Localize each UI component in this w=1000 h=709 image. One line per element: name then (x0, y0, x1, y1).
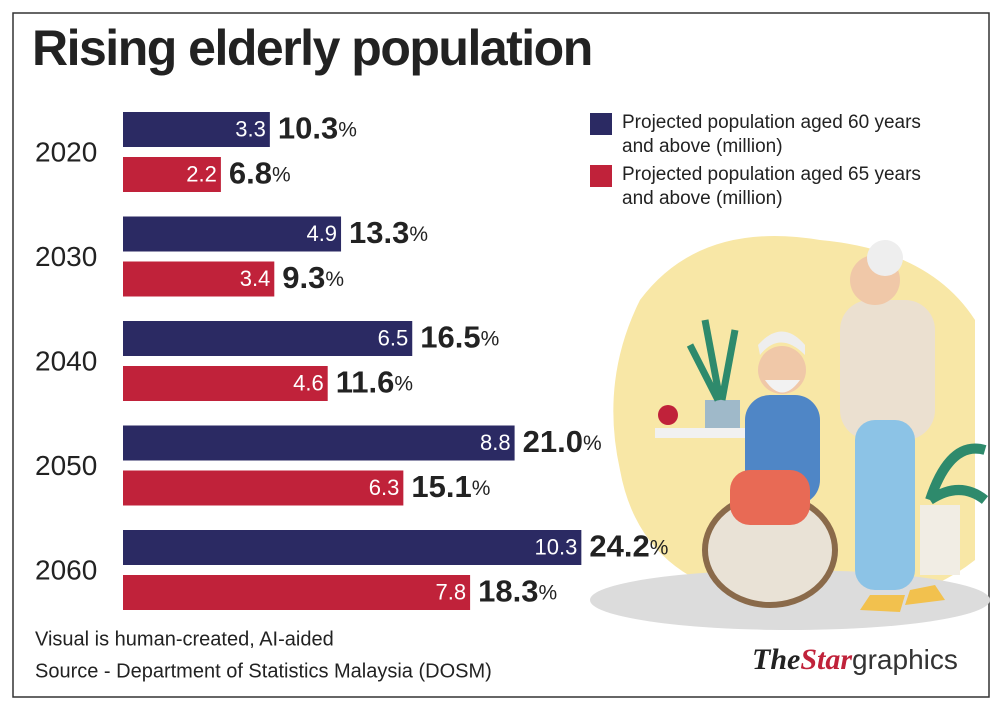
logo-star: Star (800, 643, 852, 676)
share-label: 6.8% (229, 156, 291, 191)
bar (123, 157, 221, 192)
share-unit: % (325, 268, 344, 291)
share-label: 18.3% (478, 574, 557, 609)
share-value: 15.1 (411, 469, 471, 504)
y-tick-label: 2040 (35, 345, 97, 376)
share-unit: % (481, 327, 500, 350)
legend-swatch (590, 165, 612, 187)
share-label: 21.0% (523, 424, 602, 459)
source-note: Source - Department of Statistics Malays… (35, 660, 492, 682)
share-value: 10.3 (278, 111, 338, 146)
share-label: 15.1% (411, 469, 490, 504)
value-label: 2.2 (186, 161, 217, 186)
value-label: 3.3 (235, 116, 266, 141)
share-value: 21.0 (523, 424, 583, 459)
value-label: 8.8 (480, 430, 511, 455)
logo-the: The (752, 643, 800, 676)
value-label: 4.9 (306, 221, 337, 246)
share-value: 16.5 (420, 320, 480, 355)
share-label: 10.3% (278, 111, 357, 146)
y-tick-label: 2060 (35, 554, 97, 585)
bar (123, 216, 342, 252)
value-label: 6.5 (378, 325, 409, 350)
bar (123, 530, 582, 565)
share-value: 11.6 (336, 365, 395, 400)
share-value: 18.3 (478, 574, 538, 609)
logo: TheStargraphics (752, 643, 958, 676)
legend-label: Projected population aged 65 years and a… (622, 164, 921, 209)
value-label: 4.6 (293, 370, 324, 395)
share-unit: % (338, 118, 357, 141)
bar (123, 261, 275, 297)
share-label: 16.5% (420, 320, 499, 355)
share-label: 9.3% (282, 260, 344, 295)
share-value: 13.3 (349, 215, 409, 250)
share-label: 13.3% (349, 215, 428, 250)
note: Visual is human-created, AI-aided (35, 628, 334, 650)
illustration (590, 236, 990, 630)
value-label: 7.8 (436, 579, 467, 604)
y-tick-label: 2050 (35, 450, 97, 481)
share-value: 24.2 (589, 529, 649, 564)
value-label: 6.3 (369, 475, 400, 500)
bar (123, 321, 413, 356)
y-tick-label: 2020 (35, 136, 97, 167)
y-tick-label: 2030 (35, 241, 97, 272)
share-unit: % (409, 223, 428, 246)
share-unit: % (272, 163, 291, 186)
logo-graphics: graphics (852, 644, 958, 675)
bar (123, 366, 328, 401)
share-unit: % (394, 372, 413, 395)
bar (123, 575, 471, 610)
share-value: 6.8 (229, 156, 272, 191)
bar (123, 112, 270, 147)
share-value: 9.3 (282, 260, 325, 295)
share-unit: % (583, 432, 602, 455)
bar (123, 425, 515, 461)
chart-title: Rising elderly population (32, 20, 592, 76)
bar (123, 470, 404, 506)
value-label: 3.4 (240, 266, 271, 291)
share-unit: % (538, 581, 557, 604)
share-label: 24.2% (589, 529, 668, 564)
share-label: 11.6% (336, 365, 413, 400)
legend-swatch (590, 113, 612, 135)
legend-label: Projected population aged 60 years and a… (622, 112, 921, 157)
share-unit: % (472, 477, 491, 500)
value-label: 10.3 (535, 534, 578, 559)
share-unit: % (650, 536, 669, 559)
